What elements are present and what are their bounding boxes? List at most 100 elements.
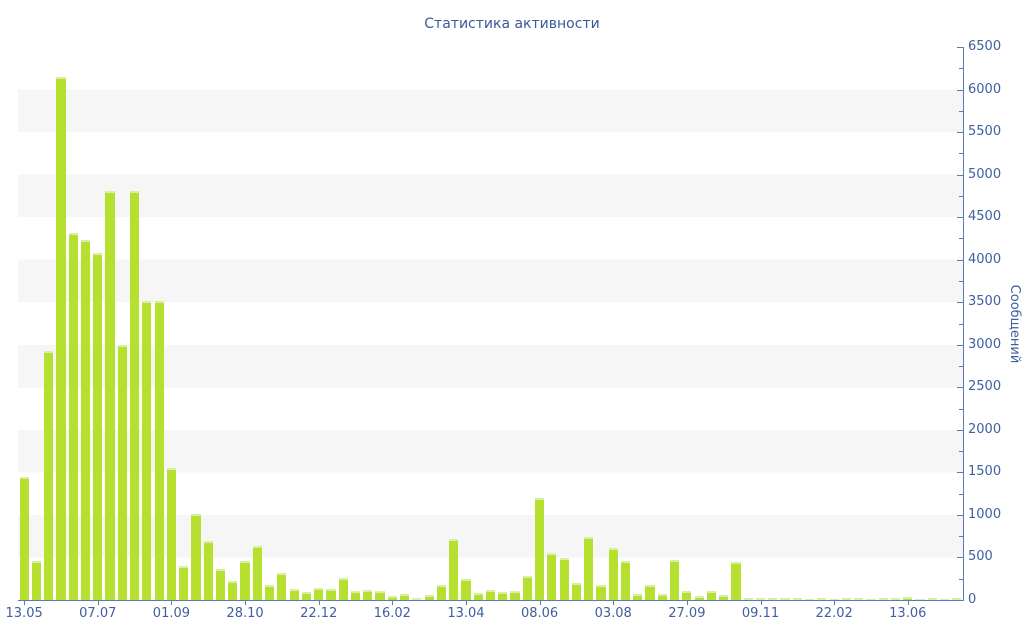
x-axis-tick xyxy=(97,601,99,605)
bar xyxy=(719,594,729,600)
y-axis-tick xyxy=(959,578,963,580)
bar xyxy=(829,598,839,600)
bar xyxy=(142,300,152,600)
plot-area xyxy=(18,47,963,600)
x-axis-line xyxy=(18,600,964,601)
y-axis-tick xyxy=(957,514,963,516)
bar xyxy=(547,553,557,600)
y-axis-tick xyxy=(957,302,963,304)
y-axis-line xyxy=(963,47,964,601)
bar xyxy=(669,560,680,600)
bar xyxy=(571,582,581,600)
bar xyxy=(350,591,361,600)
bar xyxy=(731,562,741,600)
bar xyxy=(399,594,410,600)
bar xyxy=(498,592,508,600)
bar xyxy=(203,540,213,600)
x-tick-label: 22.12 xyxy=(300,606,338,621)
x-tick-label: 01.09 xyxy=(152,606,191,621)
bar xyxy=(314,588,324,600)
y-axis-tick xyxy=(957,387,963,389)
x-tick-label: 13.06 xyxy=(889,606,927,621)
bar xyxy=(252,546,262,600)
bar xyxy=(522,576,532,600)
bar xyxy=(694,596,704,600)
y-tick-label: 2000 xyxy=(968,421,1002,437)
y-tick-label: 3500 xyxy=(968,294,1002,310)
y-axis-tick xyxy=(957,47,963,48)
x-tick-label: 16.02 xyxy=(373,606,411,621)
x-tick-label: 28.10 xyxy=(226,606,264,621)
x-axis-tick xyxy=(907,601,909,605)
y-axis-tick xyxy=(957,472,963,474)
bar xyxy=(915,598,925,600)
bar xyxy=(179,565,189,600)
x-axis-tick xyxy=(245,601,247,605)
bar xyxy=(93,252,103,600)
bar xyxy=(645,585,655,600)
bar xyxy=(80,240,91,600)
y-tick-label: 6000 xyxy=(968,81,1002,97)
bar xyxy=(927,598,937,600)
y-tick-label: 6500 xyxy=(968,39,1002,54)
x-tick-label: 09.11 xyxy=(741,606,780,621)
bar xyxy=(375,591,385,600)
bar xyxy=(485,589,496,600)
x-axis-tick xyxy=(539,601,541,605)
y-tick-label: 5000 xyxy=(968,166,1002,182)
bar xyxy=(952,597,962,600)
bar xyxy=(890,598,901,600)
bar xyxy=(706,591,716,600)
x-tick-label: 03.08 xyxy=(594,606,632,621)
bar xyxy=(338,578,348,600)
y-tick-label: 4000 xyxy=(968,251,1002,267)
bar xyxy=(939,598,950,600)
y-axis-tick xyxy=(959,451,963,453)
bar xyxy=(473,593,483,600)
bar xyxy=(228,580,238,600)
bar xyxy=(534,497,545,600)
bar xyxy=(68,233,78,600)
bar xyxy=(903,597,913,600)
bar xyxy=(424,594,434,600)
y-tick-label: 4500 xyxy=(968,209,1002,225)
y-axis-tick xyxy=(959,153,963,155)
bar xyxy=(620,560,631,600)
y-axis-tick xyxy=(957,132,963,134)
bar xyxy=(866,598,876,600)
bar xyxy=(510,590,520,600)
bar xyxy=(878,597,888,600)
y-axis-tick xyxy=(959,323,963,325)
y-axis-tick xyxy=(959,366,963,368)
y-axis-tick xyxy=(957,259,963,261)
x-axis-tick xyxy=(318,601,320,605)
bar xyxy=(215,568,226,600)
y-axis-tick xyxy=(957,217,963,219)
bar xyxy=(436,585,446,600)
bar xyxy=(768,598,778,600)
bar xyxy=(596,585,606,600)
bar xyxy=(326,589,336,600)
y-tick-label: 1500 xyxy=(968,464,1002,480)
x-axis-tick xyxy=(171,601,173,605)
bar xyxy=(301,592,311,600)
bar xyxy=(277,573,287,600)
y-axis-tick xyxy=(957,89,963,91)
bar xyxy=(240,560,250,600)
x-tick-label: 13.04 xyxy=(447,606,485,621)
bar xyxy=(449,539,459,600)
bar xyxy=(31,560,41,600)
bar xyxy=(166,467,176,600)
bar xyxy=(584,537,594,600)
bar xyxy=(56,77,66,600)
y-axis-title: Сообщений xyxy=(1007,284,1022,364)
x-axis-tick xyxy=(686,601,688,605)
bar xyxy=(289,589,299,600)
bar xyxy=(264,585,275,600)
bar xyxy=(682,591,692,600)
bar xyxy=(117,344,127,600)
bar xyxy=(755,597,766,600)
bar xyxy=(105,190,115,600)
bar xyxy=(412,597,422,600)
x-axis-tick xyxy=(24,601,26,605)
